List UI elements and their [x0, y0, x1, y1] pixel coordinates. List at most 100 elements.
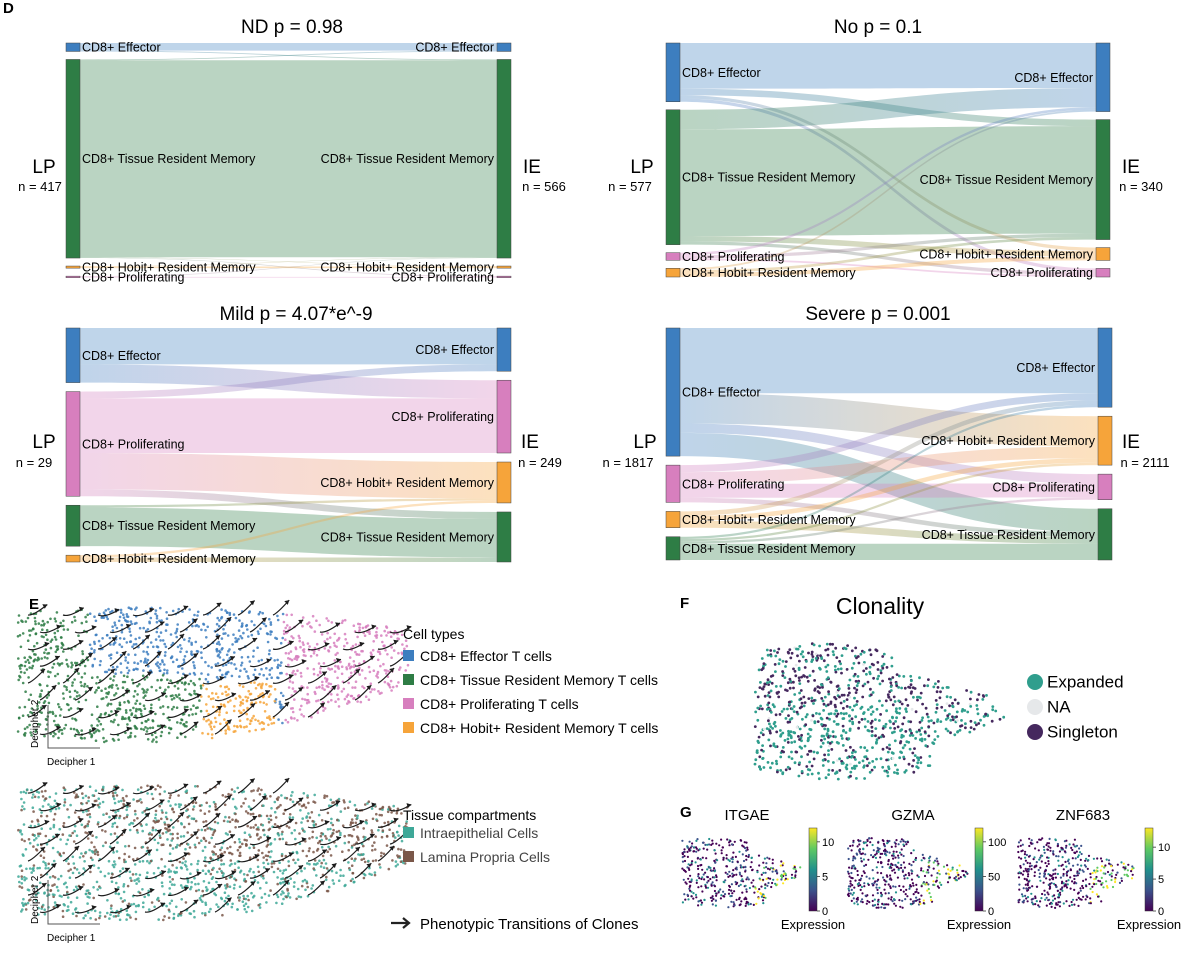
streamline-arrowhead — [78, 707, 84, 713]
legend-label: Intraepithelial Cells — [420, 825, 538, 841]
clone-point — [918, 720, 922, 724]
clone-point — [792, 680, 795, 684]
clone-point — [792, 686, 795, 690]
clone-point — [904, 707, 908, 711]
cell-point — [259, 627, 262, 631]
cell-point — [199, 809, 202, 812]
cell-point — [172, 912, 176, 916]
cell-point — [367, 665, 371, 669]
cell-point — [207, 881, 211, 885]
clone-point — [891, 757, 895, 760]
clone-point — [895, 684, 899, 688]
expression-point — [728, 841, 731, 844]
cell-point — [320, 819, 324, 822]
cell-point — [129, 731, 133, 735]
cell-point — [209, 872, 213, 876]
streamline-arrowhead — [301, 837, 307, 843]
cell-point — [317, 813, 321, 817]
expression-point — [720, 852, 723, 855]
cell-point — [315, 619, 318, 622]
cell-point — [238, 619, 241, 622]
cell-point — [93, 615, 96, 618]
cell-point — [39, 873, 43, 877]
legend-label: Singleton — [1047, 723, 1118, 742]
cell-point — [91, 834, 94, 837]
cell-point — [256, 865, 260, 869]
clone-point — [979, 718, 982, 722]
cell-point — [65, 842, 68, 846]
cell-point — [98, 914, 102, 918]
streamline-arrowhead — [298, 797, 304, 803]
cell-point — [44, 633, 48, 637]
streamline-arrowhead — [144, 812, 150, 818]
legend-marker-clone_singleton — [1027, 724, 1043, 740]
cell-point — [239, 669, 242, 672]
cell-point — [102, 611, 106, 614]
cell-point — [291, 816, 295, 819]
cell-point — [240, 701, 243, 705]
expression-point — [709, 866, 712, 870]
sankey-node-label-right: CD8+ Hobit+ Resident Memory — [320, 476, 494, 490]
cell-point — [41, 619, 45, 623]
cell-point — [54, 904, 57, 907]
cell-point — [224, 632, 227, 635]
clone-point — [875, 707, 879, 711]
expression-point — [690, 845, 693, 848]
cell-point — [346, 693, 350, 696]
cell-point — [104, 841, 107, 844]
cell-point — [158, 669, 162, 673]
cell-point — [343, 801, 346, 804]
cell-point — [210, 736, 214, 740]
cell-point — [53, 799, 57, 803]
clone-point — [817, 777, 821, 781]
cell-point — [221, 794, 225, 797]
cell-point — [93, 909, 97, 913]
cell-point — [82, 855, 85, 858]
cell-point — [251, 717, 254, 720]
cell-point — [323, 677, 327, 680]
expression-point — [874, 853, 877, 856]
cell-point — [247, 611, 251, 614]
cell-point — [53, 631, 57, 635]
clone-point — [846, 756, 849, 760]
clone-point — [825, 642, 829, 646]
cell-point — [279, 641, 283, 645]
cell-point — [308, 847, 311, 850]
expression-point — [742, 859, 746, 863]
cell-point — [168, 902, 172, 905]
cell-point — [113, 801, 117, 805]
expression-point — [851, 884, 854, 887]
expression-point — [766, 856, 769, 859]
clone-point — [912, 695, 915, 699]
cell-point — [60, 636, 63, 639]
clone-point — [998, 717, 1002, 721]
clone-point — [936, 735, 940, 738]
cell-point — [276, 798, 280, 802]
cell-point — [196, 836, 199, 840]
cell-point — [400, 839, 404, 843]
cell-point — [142, 901, 145, 904]
cell-point — [80, 852, 83, 855]
cell-point — [172, 696, 176, 700]
clone-point — [916, 761, 920, 765]
cell-point — [217, 855, 220, 858]
cell-point — [16, 730, 20, 733]
cell-point — [37, 913, 40, 916]
cell-point — [268, 668, 272, 672]
expression-point — [872, 877, 875, 880]
cell-point — [63, 727, 66, 730]
cell-point — [169, 794, 172, 797]
streamline-arrowhead — [87, 864, 93, 870]
cell-point — [204, 913, 207, 917]
cell-point — [68, 690, 72, 693]
sankey-flow-effector-to-effector — [680, 43, 1096, 89]
cell-point — [56, 629, 60, 633]
cell-point — [223, 884, 227, 887]
cell-point — [343, 807, 347, 810]
cell-point — [279, 691, 283, 695]
clonality-points — [753, 642, 1006, 781]
cell-point — [159, 785, 162, 789]
clone-point — [856, 675, 860, 678]
clone-point — [945, 702, 949, 705]
cell-point — [226, 700, 230, 704]
